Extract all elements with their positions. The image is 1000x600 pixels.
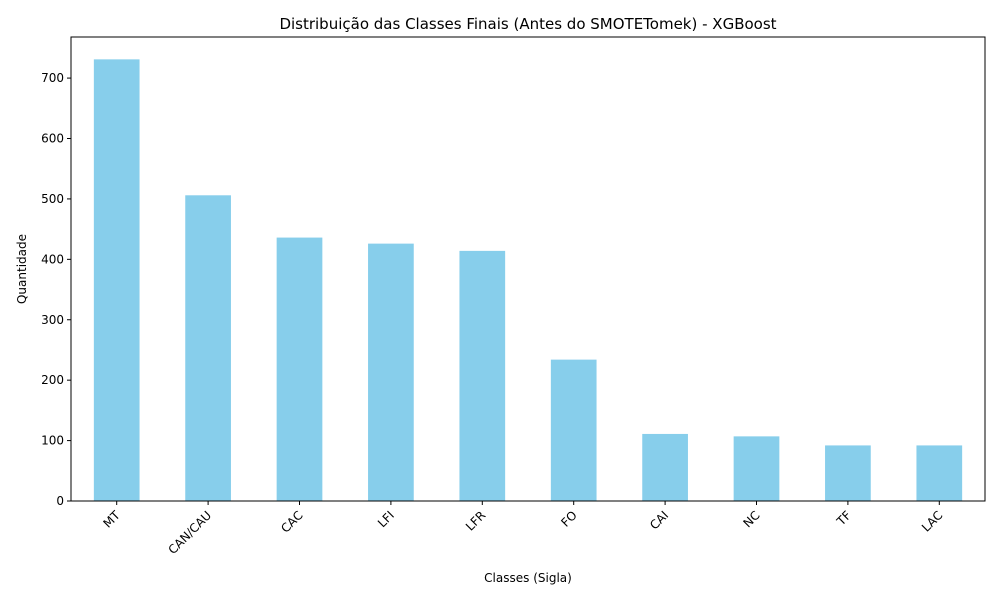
y-axis-label: Quantidade bbox=[15, 234, 29, 304]
y-tick-label: 200 bbox=[41, 373, 64, 387]
bar-cac bbox=[276, 237, 323, 502]
bar-lfi bbox=[368, 243, 414, 501]
y-tick-label: 0 bbox=[56, 494, 64, 508]
y-tick-label: 700 bbox=[41, 71, 64, 85]
y-tick-label: 300 bbox=[41, 313, 64, 327]
bar-lfr bbox=[459, 250, 506, 501]
bar-fo bbox=[550, 359, 597, 501]
bar-nc bbox=[733, 436, 780, 501]
x-axis-label: Classes (Sigla) bbox=[484, 571, 572, 585]
bar-tf bbox=[825, 445, 871, 501]
bar-can-cau bbox=[185, 195, 231, 501]
y-tick-label: 400 bbox=[41, 252, 64, 266]
y-tick-label: 100 bbox=[41, 434, 64, 448]
chart-title: Distribuição das Classes Finais (Antes d… bbox=[279, 15, 776, 33]
axes-frame bbox=[70, 36, 986, 502]
bar-lac bbox=[916, 445, 963, 501]
y-tick-label: 600 bbox=[41, 132, 64, 146]
bar-cai bbox=[642, 433, 688, 501]
y-tick-label: 500 bbox=[41, 192, 64, 206]
bar-mt bbox=[93, 59, 140, 502]
